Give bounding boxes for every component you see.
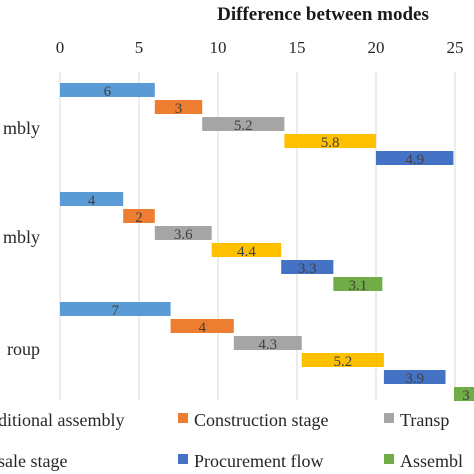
bar-g2-s2 [123, 209, 155, 223]
bar-g1-s5 [376, 151, 454, 165]
bar-label-g2-s4: 4.4 [237, 244, 256, 260]
bar-partial-label-g3: 3 [462, 388, 470, 404]
legend-label-r2-3: Assembl [400, 451, 463, 471]
bar-g2-s6 [333, 277, 383, 291]
legend-swatch-r2-2 [178, 454, 188, 464]
legend-label-r2-1: sale stage [0, 451, 67, 471]
legend-label-r2-2: Procurement flow [194, 451, 323, 471]
bar-g3-s2 [170, 319, 234, 333]
bar-g3-s4 [301, 353, 384, 367]
bar-label-g2-s2: 2 [135, 210, 143, 226]
bar-label-g1-s4: 5.8 [321, 135, 340, 151]
bar-g2-s4 [211, 243, 282, 257]
x-tick-label-25: 25 [447, 38, 464, 57]
bar-label-g2-s5: 3.3 [298, 261, 317, 277]
bar-label-g2-s3: 3.6 [174, 227, 193, 243]
bar-label-g3-s3: 4.3 [258, 337, 277, 353]
bar-label-g3-s4: 5.2 [333, 354, 352, 370]
bar-g2-s5 [281, 260, 334, 274]
x-tick-label-20: 20 [368, 38, 385, 57]
bar-partial-g3 [454, 387, 474, 401]
legend-swatch-r1-3 [384, 413, 394, 423]
bar-label-g1-s3: 5.2 [234, 118, 253, 134]
bar-g3-s1 [60, 302, 171, 316]
bar-label-g1-s5: 4.9 [405, 152, 424, 168]
legend-swatch-r1-2 [178, 413, 188, 423]
bar-g3-s3 [233, 336, 302, 350]
category-label-1: mbly [3, 118, 40, 138]
bar-g1-s2 [154, 100, 203, 114]
bar-label-g3-s5: 3.9 [405, 371, 424, 387]
chart-title: Difference between modes [217, 4, 429, 25]
bar-g1-s3 [202, 117, 285, 131]
bar-g3-s5 [383, 370, 446, 384]
bar-label-g2-s6: 3.1 [348, 278, 367, 294]
bar-label-g2-s1: 4 [88, 193, 96, 209]
bar-g1-s4 [284, 134, 376, 148]
legend-label-r1-3: Transp [400, 410, 449, 430]
category-label-3: roup [7, 339, 40, 359]
bar-g1-s1 [60, 83, 155, 97]
bar-label-g3-s1: 7 [112, 303, 120, 319]
x-tick-label-15: 15 [289, 38, 306, 57]
bar-g2-s1 [60, 192, 124, 206]
category-label-2: mbly [3, 227, 40, 247]
bar-label-g1-s2: 3 [175, 101, 183, 117]
bar-g2-s3 [154, 226, 212, 240]
legend-label-r1-1: ditional assembly [0, 410, 124, 430]
bar-label-g3-s2: 4 [198, 320, 206, 336]
x-tick-label-0: 0 [56, 38, 65, 57]
bar-label-g1-s1: 6 [104, 84, 112, 100]
x-tick-label-5: 5 [135, 38, 144, 57]
x-tick-label-10: 10 [210, 38, 227, 57]
legend-swatch-r2-3 [384, 454, 394, 464]
legend-label-r1-2: Construction stage [194, 410, 328, 430]
